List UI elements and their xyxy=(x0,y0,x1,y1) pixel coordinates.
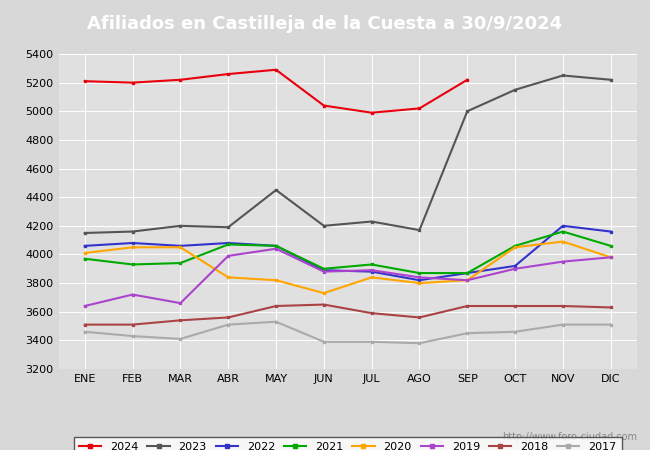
Text: Afiliados en Castilleja de la Cuesta a 30/9/2024: Afiliados en Castilleja de la Cuesta a 3… xyxy=(88,14,562,33)
Legend: 2024, 2023, 2022, 2021, 2020, 2019, 2018, 2017: 2024, 2023, 2022, 2021, 2020, 2019, 2018… xyxy=(73,437,622,450)
Text: http://www.foro-ciudad.com: http://www.foro-ciudad.com xyxy=(502,432,637,442)
